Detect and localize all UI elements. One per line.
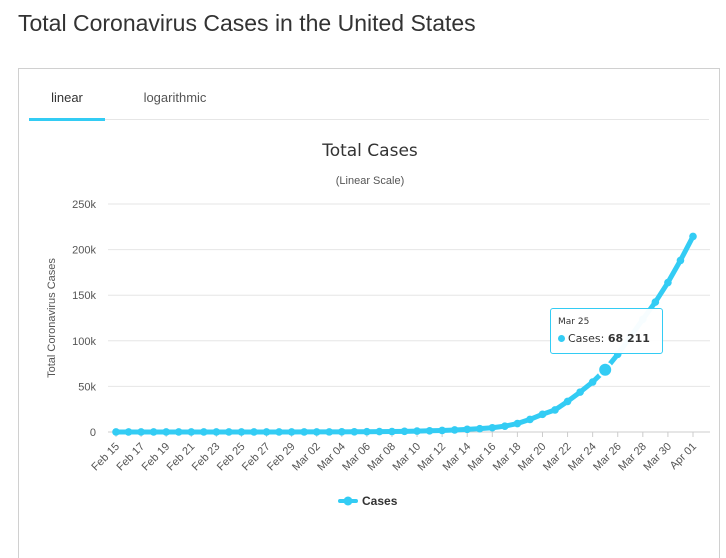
data-point[interactable]	[463, 425, 472, 434]
data-point[interactable]	[200, 428, 208, 436]
data-point[interactable]	[337, 428, 346, 436]
legend-label[interactable]: Cases	[362, 494, 398, 508]
data-point[interactable]	[425, 427, 434, 435]
highlighted-point[interactable]	[597, 361, 614, 378]
tab-linear[interactable]: linear	[29, 69, 105, 121]
data-point[interactable]	[538, 410, 547, 419]
data-point[interactable]	[187, 428, 196, 436]
data-point[interactable]	[475, 424, 484, 433]
y-tick-label: 0	[90, 427, 96, 439]
data-point[interactable]	[375, 427, 384, 436]
data-point[interactable]	[275, 428, 283, 436]
data-point[interactable]	[237, 428, 246, 436]
y-tick-label: 150k	[72, 290, 96, 302]
tooltip-row: Cases: 68 211	[558, 332, 650, 345]
tooltip-series-dot	[558, 335, 565, 342]
data-point[interactable]	[413, 427, 421, 435]
tooltip-value: 68 211	[607, 332, 650, 345]
data-point[interactable]	[212, 428, 221, 436]
data-point[interactable]	[488, 423, 497, 432]
series-cases	[112, 232, 697, 436]
y-tick-label: 200k	[72, 245, 96, 257]
scale-tabs: linear logarithmic	[29, 69, 709, 121]
data-point[interactable]	[438, 426, 446, 435]
data-point[interactable]	[588, 378, 597, 386]
data-point[interactable]	[287, 428, 296, 436]
data-point[interactable]	[501, 422, 509, 430]
data-point[interactable]	[526, 415, 534, 424]
x-tick-label: Mar 30	[641, 441, 674, 474]
y-axis-title: Total Coronavirus Cases	[46, 258, 58, 378]
data-point[interactable]	[664, 278, 672, 287]
data-point[interactable]	[363, 427, 371, 436]
x-tick-label: Apr 01	[668, 441, 699, 472]
data-point[interactable]	[124, 428, 133, 436]
chart-panel: linear logarithmic	[18, 68, 720, 558]
data-point[interactable]	[450, 426, 459, 434]
tab-logarithmic[interactable]: logarithmic	[143, 90, 207, 105]
data-point[interactable]	[112, 428, 120, 436]
chart-title: Total Cases	[321, 141, 418, 161]
data-point[interactable]	[325, 428, 334, 436]
y-tick-label: 250k	[72, 199, 96, 211]
page-title: Total Coronavirus Cases in the United St…	[18, 10, 476, 36]
data-point[interactable]	[576, 388, 584, 396]
tooltip-date: Mar 25	[558, 317, 590, 327]
data-point[interactable]	[300, 428, 308, 436]
hover-marker	[597, 361, 614, 378]
tooltip-series-name: Cases	[568, 332, 601, 345]
data-point[interactable]	[262, 428, 271, 436]
data-point[interactable]	[551, 406, 559, 414]
data-point[interactable]	[162, 428, 170, 436]
data-point[interactable]	[174, 428, 183, 436]
data-point[interactable]	[312, 428, 321, 436]
y-tick-labels: 0 50k 100k 150k 200k 250k	[72, 199, 96, 439]
data-point[interactable]	[137, 428, 145, 436]
data-point[interactable]	[651, 298, 660, 306]
data-point[interactable]	[400, 427, 409, 436]
legend-marker	[343, 496, 353, 506]
data-point[interactable]	[149, 428, 158, 436]
data-point[interactable]	[563, 397, 572, 406]
data-point[interactable]	[676, 256, 685, 265]
data-point[interactable]	[513, 419, 522, 428]
data-point[interactable]	[689, 232, 697, 241]
data-point[interactable]	[388, 427, 396, 436]
y-tick-label: 100k	[72, 336, 96, 348]
chart-subtitle: (Linear Scale)	[336, 175, 404, 187]
data-point[interactable]	[225, 428, 233, 436]
data-point[interactable]	[250, 428, 258, 436]
chart-tooltip: Mar 25 Cases: 68 211	[550, 308, 663, 354]
legend[interactable]: Cases	[338, 494, 398, 508]
data-point[interactable]	[350, 427, 359, 436]
y-tick-label: 50k	[78, 381, 96, 393]
